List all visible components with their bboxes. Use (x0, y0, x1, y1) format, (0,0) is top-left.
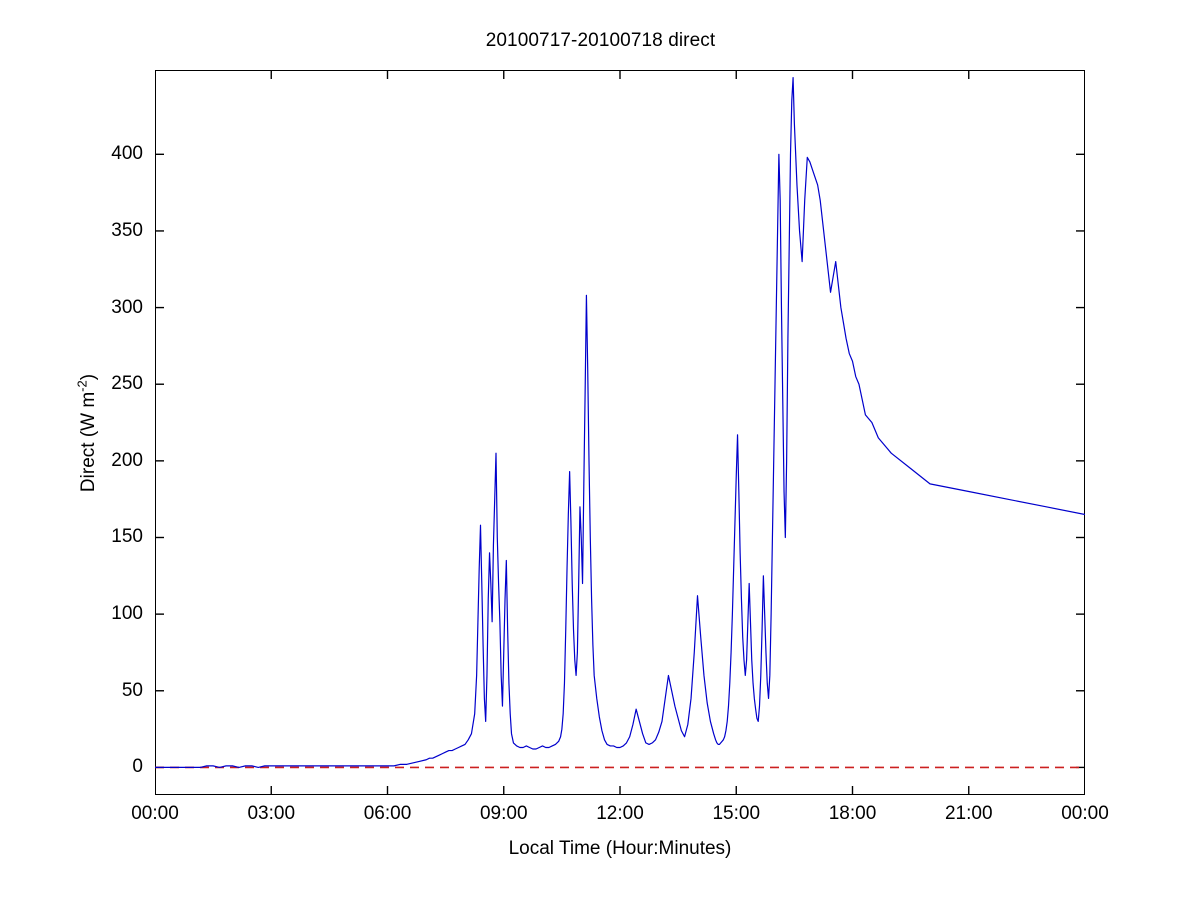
y-tick-label: 200 (111, 449, 143, 471)
direct-irradiance-series (155, 77, 1085, 769)
x-tick-label: 21:00 (944, 803, 993, 824)
y-axis-tick-labels: 0 50 100 150 200 250 300 350 400 (55, 70, 143, 795)
plot-area (155, 70, 1085, 795)
y-tick-label: 50 (121, 679, 143, 701)
x-axis-tick-labels: 00:00 03:00 06:00 09:00 12:00 15:00 18:00 21:00… (131, 803, 1109, 833)
x-tick-label: 00:00 (1061, 803, 1109, 824)
y-tick-label: 150 (111, 526, 143, 548)
y-tick-label: 400 (111, 143, 143, 165)
x-tick-label: 09:00 (479, 803, 528, 824)
plot-frame-border (155, 70, 1085, 795)
x-axis-label: Local Time (Hour:Minutes) (508, 838, 732, 859)
y-tick-label: 350 (111, 219, 143, 241)
x-tick-label: 03:00 (247, 803, 296, 824)
x-tick-label: 12:00 (596, 803, 644, 824)
x-tick-label: 15:00 (712, 803, 761, 824)
y-tick-label: 0 (132, 756, 143, 778)
tick-marks-group (155, 70, 1085, 795)
y-tick-label: 250 (111, 373, 143, 395)
chart-title: 20100717-20100718 direct (485, 30, 716, 51)
plot-svg (155, 70, 1085, 795)
x-tick-label: 00:00 (131, 803, 179, 824)
y-tick-label: 300 (111, 296, 143, 318)
x-tick-label: 06:00 (363, 803, 412, 824)
x-tick-label: 18:00 (828, 803, 877, 824)
y-tick-label: 100 (111, 603, 143, 625)
